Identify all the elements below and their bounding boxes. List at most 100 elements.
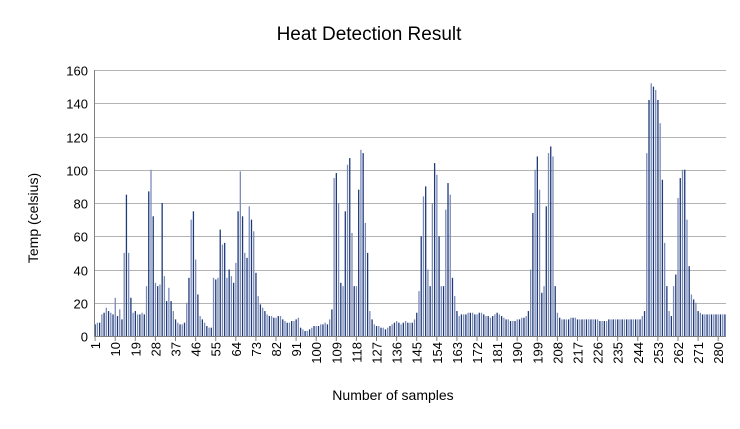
bar (237, 211, 239, 336)
bar (585, 319, 588, 337)
bar (150, 169, 152, 336)
bar (373, 324, 375, 336)
bar (623, 319, 626, 337)
bar (655, 89, 657, 336)
bar (612, 319, 614, 337)
bar (425, 186, 427, 337)
bar (509, 321, 512, 336)
bar (628, 319, 630, 337)
bar (621, 319, 623, 337)
bar (699, 312, 702, 336)
bar (159, 284, 161, 336)
bar (302, 329, 304, 336)
bar (136, 314, 139, 336)
x-tick-label: 46 (189, 342, 204, 356)
bar (340, 282, 342, 336)
bar (559, 317, 561, 336)
bar (679, 178, 681, 336)
bar (498, 314, 501, 336)
bar (672, 286, 675, 337)
x-tick-label: 10 (108, 342, 123, 356)
bar (190, 219, 192, 337)
x-tick-label: 253 (651, 342, 666, 364)
bar (116, 316, 119, 336)
bar (277, 316, 279, 336)
x-tick-label: 28 (148, 342, 163, 356)
x-tick-label: 91 (289, 342, 304, 356)
bar (650, 83, 652, 336)
bar (402, 322, 404, 336)
bar (192, 211, 195, 336)
bar (610, 319, 612, 337)
bar (317, 326, 320, 336)
bar (596, 319, 599, 337)
bar (420, 236, 422, 336)
x-tick-label: 64 (229, 342, 244, 356)
bar (487, 316, 489, 336)
bar (384, 329, 387, 336)
y-axis-title: Temp (celsius) (25, 173, 41, 263)
bar (335, 173, 337, 336)
bar (273, 317, 275, 336)
bar (203, 322, 206, 336)
bar (527, 311, 530, 336)
bar (400, 324, 402, 336)
bar (626, 319, 628, 337)
bar (288, 322, 291, 336)
bar (174, 319, 177, 337)
bar (320, 324, 322, 336)
bar (478, 312, 480, 336)
y-tick-label: 40 (74, 264, 88, 279)
bar (275, 317, 277, 336)
bar (724, 314, 726, 336)
bar (418, 291, 420, 336)
bar (677, 198, 679, 336)
bar (358, 189, 360, 336)
bar (119, 309, 121, 336)
bar (427, 269, 429, 336)
bar (270, 316, 273, 336)
bar (262, 307, 264, 336)
bar (409, 322, 411, 336)
bar (474, 314, 476, 336)
bar (518, 319, 521, 337)
gridlines (94, 70, 726, 304)
bar (686, 219, 688, 337)
bar (663, 242, 666, 336)
bar (617, 319, 619, 337)
bar (163, 276, 166, 336)
bar (454, 296, 456, 336)
bar (364, 222, 367, 336)
bar (284, 321, 286, 336)
bar (500, 316, 503, 336)
bar (268, 316, 271, 336)
bar (212, 277, 215, 336)
bar (304, 331, 306, 336)
bar (643, 311, 646, 336)
bar (590, 319, 592, 337)
bar (529, 269, 532, 336)
bar (458, 316, 460, 336)
bar (168, 287, 170, 336)
bar (442, 286, 445, 337)
bar (279, 316, 282, 336)
x-tick-label: 109 (329, 342, 344, 364)
bar (492, 316, 494, 336)
bar (128, 252, 130, 337)
bar (594, 319, 597, 337)
bar (460, 314, 463, 336)
y-tick-label: 20 (74, 297, 88, 312)
bar (389, 326, 391, 336)
y-tick-label: 100 (66, 164, 88, 179)
x-tick-label: 163 (450, 342, 465, 364)
bar (567, 319, 570, 337)
bar (456, 311, 458, 336)
bar (322, 324, 324, 336)
bar (438, 236, 440, 336)
bar (125, 194, 128, 336)
bar (326, 324, 329, 336)
bar (346, 164, 349, 336)
bar (545, 206, 547, 336)
bar (547, 153, 550, 337)
